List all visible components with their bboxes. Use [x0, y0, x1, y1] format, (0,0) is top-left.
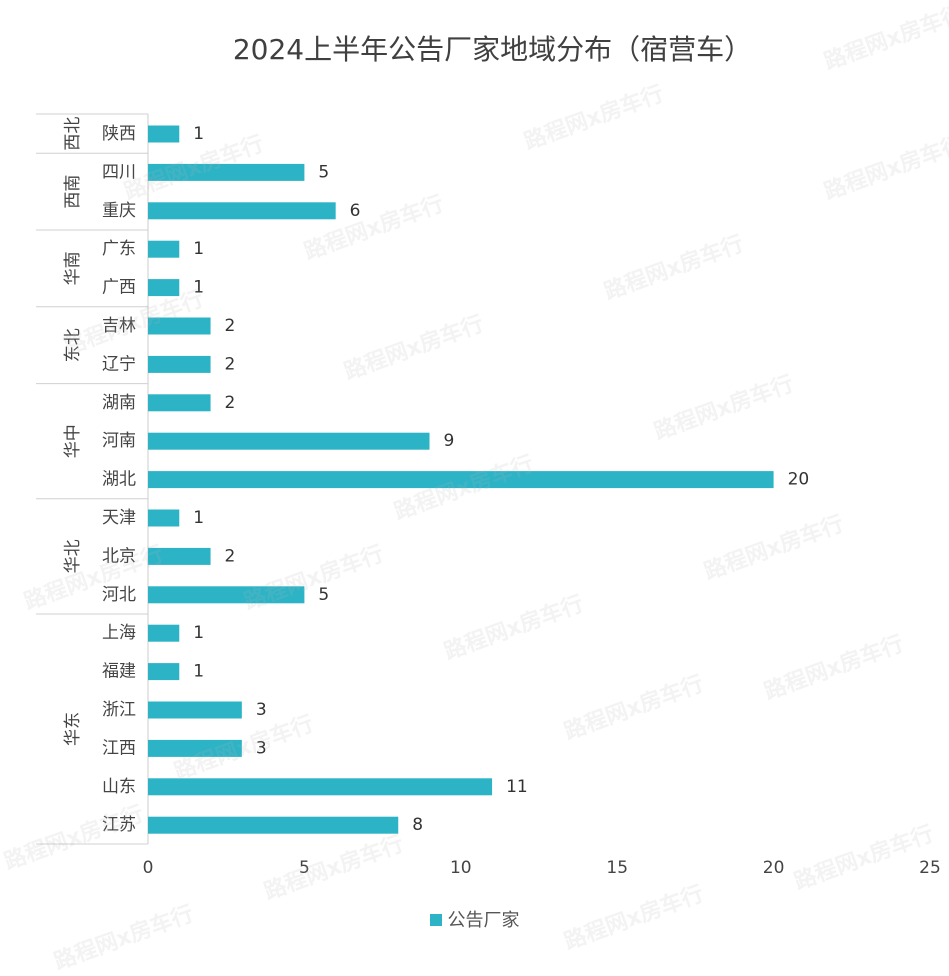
data-label: 3 [256, 738, 267, 758]
data-label: 2 [225, 393, 236, 413]
bar [148, 586, 305, 604]
category-label: 湖北 [102, 470, 136, 490]
category-label: 福建 [102, 662, 136, 682]
x-tick-label: 25 [919, 858, 941, 878]
data-label: 2 [225, 354, 236, 374]
category-label: 吉林 [102, 316, 136, 336]
group-label-7: 华东 [63, 712, 83, 746]
data-label: 20 [788, 470, 810, 490]
bar [148, 317, 211, 335]
category-label: 江西 [102, 738, 136, 758]
group-label-1: 西北 [63, 117, 83, 151]
x-tick-label: 5 [299, 858, 310, 878]
category-label: 陕西 [102, 124, 136, 144]
bar [148, 355, 211, 373]
data-label: 1 [193, 278, 204, 298]
data-label: 5 [318, 585, 329, 605]
group-label-5: 华中 [63, 424, 83, 458]
bar [148, 509, 180, 527]
category-label: 河北 [102, 585, 136, 605]
data-label: 2 [225, 316, 236, 336]
data-label: 8 [412, 815, 423, 835]
category-label: 江苏 [102, 815, 136, 835]
category-label: 山东 [102, 777, 136, 797]
data-label: 3 [256, 700, 267, 720]
category-label: 辽宁 [102, 354, 136, 374]
bar [148, 739, 242, 757]
chart-title: 2024上半年公告厂家地域分布（宿营车） [232, 33, 753, 66]
legend-swatch [429, 914, 442, 926]
group-label-2: 西南 [63, 175, 83, 209]
category-label: 浙江 [102, 700, 136, 720]
legend[interactable]: 公告厂家 [0, 906, 949, 932]
category-label: 广东 [102, 239, 136, 259]
data-label: 2 [225, 546, 236, 566]
data-label: 9 [444, 431, 455, 451]
group-label-6: 华北 [63, 539, 83, 573]
bar [148, 816, 399, 834]
data-label: 1 [193, 662, 204, 682]
category-label: 四川 [102, 162, 136, 182]
bar [148, 202, 336, 220]
group-label-3: 华南 [63, 251, 83, 285]
category-label: 广西 [102, 278, 136, 298]
data-label: 1 [193, 239, 204, 259]
data-label: 11 [506, 777, 528, 797]
data-label: 1 [193, 623, 204, 643]
category-label: 上海 [102, 623, 136, 643]
bar [148, 778, 493, 796]
bar [148, 701, 242, 719]
bar [148, 279, 180, 297]
category-label: 河南 [102, 431, 136, 451]
category-label: 重庆 [102, 201, 136, 221]
data-label: 1 [193, 124, 204, 144]
legend-label: 公告厂家 [447, 910, 520, 931]
bar [148, 240, 180, 258]
data-label: 6 [350, 201, 361, 221]
data-label: 1 [193, 508, 204, 528]
bar [148, 394, 211, 412]
category-label: 天津 [102, 508, 136, 528]
x-tick-label: 15 [606, 858, 628, 878]
group-label-4: 东北 [63, 328, 83, 362]
bar [148, 163, 305, 181]
category-label: 北京 [102, 546, 136, 566]
bar [148, 471, 774, 489]
bar [148, 432, 430, 450]
x-tick-label: 0 [143, 858, 154, 878]
bar [148, 663, 180, 681]
bar [148, 125, 180, 143]
bar [148, 547, 211, 565]
x-tick-label: 10 [450, 858, 472, 878]
x-tick-label: 20 [763, 858, 785, 878]
data-label: 5 [318, 162, 329, 182]
category-label: 湖南 [102, 393, 136, 413]
bar [148, 624, 180, 642]
